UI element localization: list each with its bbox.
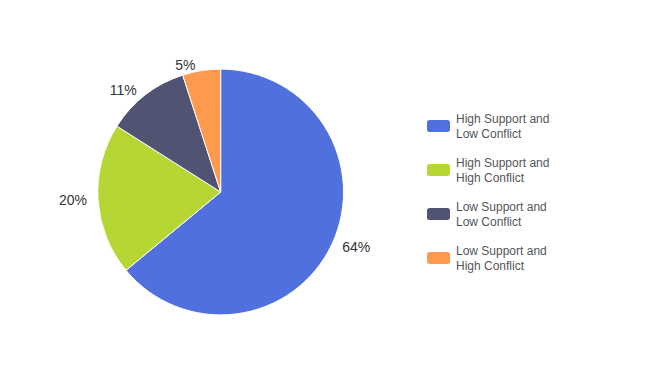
svg-text:High Support and: High Support and	[456, 156, 549, 170]
svg-text:64%: 64%	[342, 239, 370, 255]
svg-text:20%: 20%	[59, 192, 87, 208]
svg-text:High Conflict: High Conflict	[456, 171, 525, 185]
svg-text:Low Conflict: Low Conflict	[456, 215, 522, 229]
svg-text:High Conflict: High Conflict	[456, 259, 525, 273]
svg-text:High Support and: High Support and	[456, 112, 549, 126]
svg-text:Low Conflict: Low Conflict	[456, 127, 522, 141]
svg-text:Low Support and: Low Support and	[456, 200, 547, 214]
svg-text:Low Support and: Low Support and	[456, 244, 547, 258]
svg-text:5%: 5%	[175, 57, 195, 73]
svg-text:11%: 11%	[110, 82, 137, 98]
